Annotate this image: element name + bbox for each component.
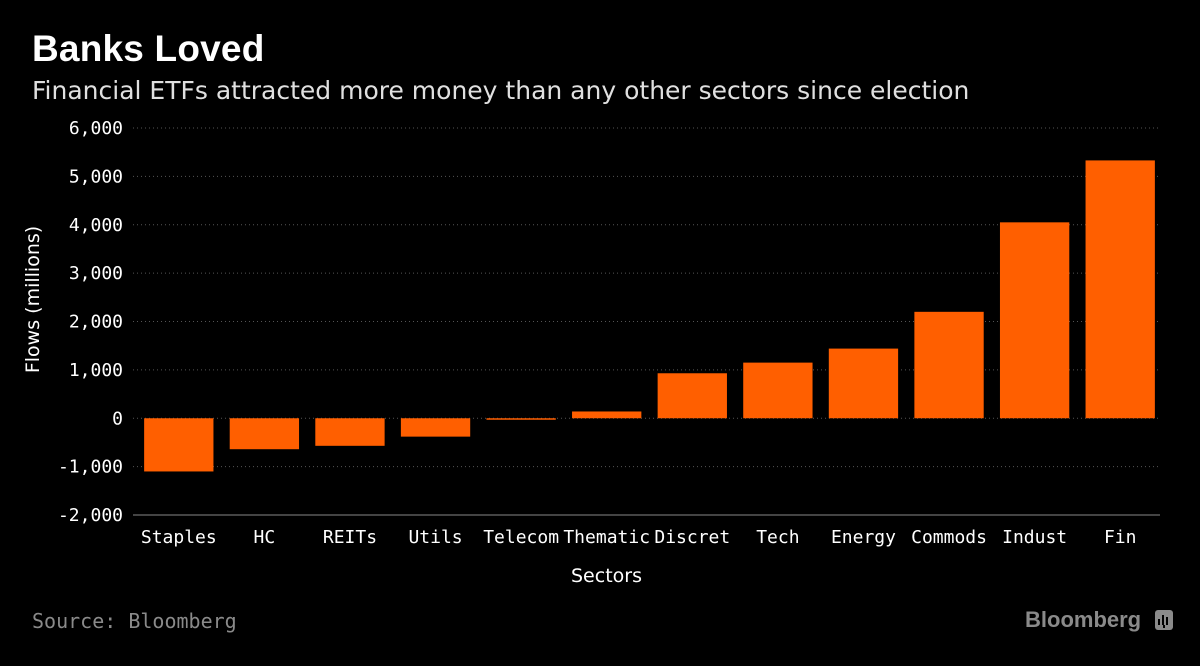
bar-energy <box>828 348 899 419</box>
bar-reits <box>315 418 385 446</box>
chart-subtitle: Financial ETFs attracted more money than… <box>32 76 970 105</box>
y-tick-label: 5,000 <box>69 166 123 187</box>
bloomberg-terminal-icon <box>1155 610 1173 630</box>
x-tick-label: Commods <box>911 527 987 548</box>
y-axis-title: Flows (millions) <box>22 226 44 373</box>
x-tick-label: Fin <box>1104 527 1137 548</box>
x-tick-label: Thematic <box>563 527 650 548</box>
bar-staples <box>144 418 214 472</box>
x-tick-label: Indust <box>1002 527 1067 548</box>
x-axis-title: Sectors <box>571 565 642 587</box>
y-tick-label: 3,000 <box>69 263 123 284</box>
y-tick-label: 0 <box>112 408 123 429</box>
bar-indust <box>999 222 1070 419</box>
y-tick-label: -2,000 <box>58 505 123 526</box>
x-tick-label: Tech <box>756 527 799 548</box>
bar-series <box>144 160 1155 472</box>
chart-title: Banks Loved <box>32 28 265 69</box>
x-tick-label: Energy <box>831 527 896 548</box>
x-tick-label: Staples <box>141 527 217 548</box>
bloomberg-logo: Bloomberg <box>1025 607 1142 632</box>
x-tick-label: Telecom <box>483 527 559 548</box>
bar-utils <box>400 418 471 437</box>
x-axis-ticks: Staples HC REITs Utils Telecom Thematic Discre… <box>141 527 1137 548</box>
y-axis-ticks: -2,000 -1,000 0 1,000 2,000 3,000 4,000 5,000 6,… <box>58 118 123 526</box>
y-tick-label: 2,000 <box>69 312 123 333</box>
bar-discret <box>657 373 727 419</box>
bar-thematic <box>572 411 642 419</box>
bar-hc <box>229 418 300 450</box>
x-tick-label: Utils <box>408 527 462 548</box>
x-tick-label: HC <box>254 527 276 548</box>
bar-commods <box>914 311 984 419</box>
source-note: Source: Bloomberg <box>32 609 237 633</box>
y-tick-label: 4,000 <box>69 215 123 236</box>
x-tick-label: REITs <box>323 527 377 548</box>
y-tick-label: -1,000 <box>58 457 123 478</box>
bar-fin <box>1085 160 1155 419</box>
x-tick-label: Discret <box>654 527 730 548</box>
bar-telecom <box>486 418 556 420</box>
y-tick-label: 6,000 <box>69 118 123 139</box>
y-tick-label: 1,000 <box>69 360 123 381</box>
bar-tech <box>743 362 813 419</box>
